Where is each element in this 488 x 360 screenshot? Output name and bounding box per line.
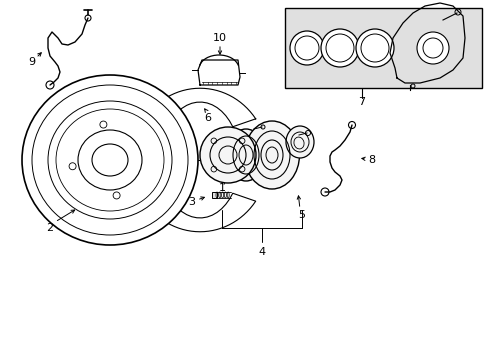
Text: 7: 7 — [358, 97, 365, 107]
Circle shape — [200, 127, 256, 183]
Bar — [285, 8, 481, 88]
Text: 4: 4 — [258, 247, 265, 257]
Ellipse shape — [226, 129, 264, 181]
Circle shape — [320, 29, 358, 67]
Text: 1: 1 — [218, 183, 225, 193]
Text: 5: 5 — [298, 210, 305, 220]
Circle shape — [355, 29, 393, 67]
Ellipse shape — [22, 75, 198, 245]
Text: 9: 9 — [28, 57, 36, 67]
Text: 2: 2 — [46, 223, 54, 233]
Circle shape — [289, 31, 324, 65]
Ellipse shape — [244, 121, 299, 189]
Text: 6: 6 — [204, 113, 211, 123]
Ellipse shape — [285, 126, 313, 158]
Circle shape — [416, 32, 448, 64]
Text: 8: 8 — [367, 155, 375, 165]
Bar — [212, 192, 217, 198]
Text: 3: 3 — [188, 197, 195, 207]
Text: 10: 10 — [213, 33, 226, 43]
